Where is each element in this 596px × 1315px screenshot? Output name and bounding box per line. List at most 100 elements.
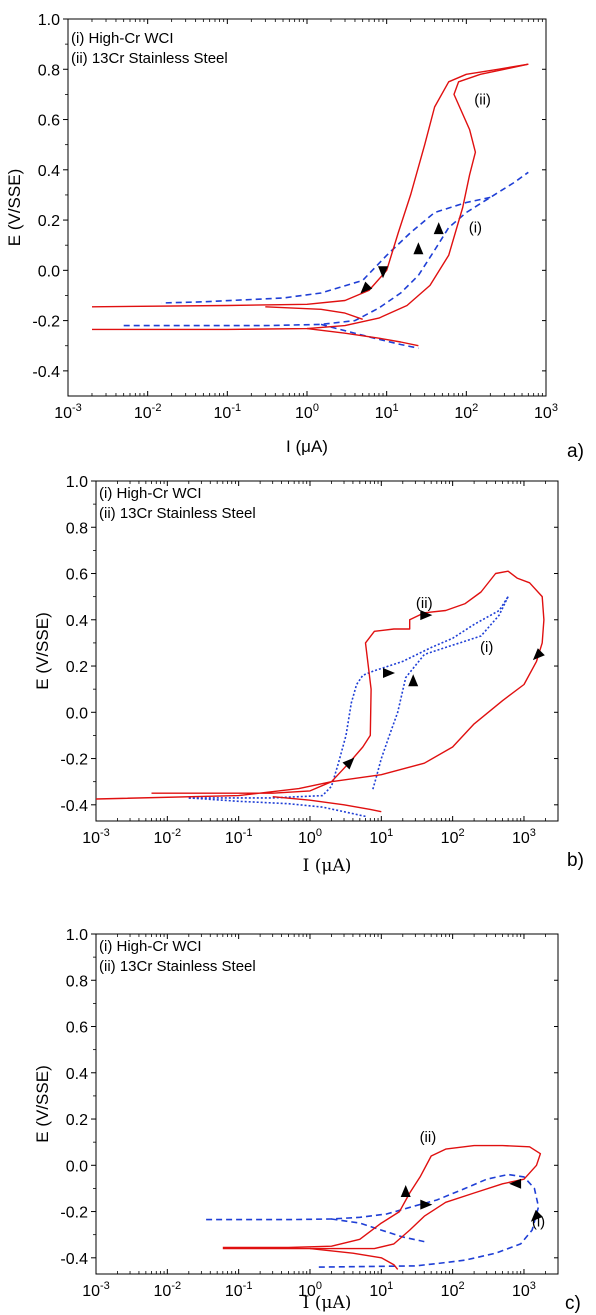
x-tick-label: 10-3 bbox=[82, 1280, 110, 1300]
direction-arrow bbox=[408, 674, 419, 687]
y-tick-label: -0.2 bbox=[60, 1205, 88, 1222]
y-tick-label: 0.0 bbox=[66, 1158, 88, 1175]
x-tick-label: 10-1 bbox=[225, 1280, 253, 1300]
y-tick-label: 0.2 bbox=[38, 213, 60, 230]
x-tick-label: 103 bbox=[512, 1280, 536, 1300]
series-label: (ii) bbox=[416, 595, 433, 612]
direction-arrow bbox=[360, 281, 373, 294]
y-tick-label: 0.8 bbox=[66, 520, 88, 537]
direction-arrow bbox=[400, 1185, 411, 1197]
direction-arrow bbox=[532, 648, 545, 661]
y-tick-label: -0.2 bbox=[32, 314, 60, 331]
series-group bbox=[206, 1144, 542, 1270]
direction-arrow bbox=[342, 757, 355, 770]
x-tick-label: 100 bbox=[298, 1280, 322, 1300]
series-line bbox=[206, 1173, 540, 1268]
y-tick-label: -0.4 bbox=[60, 1251, 88, 1268]
legend-entry: (i) High-Cr WCI bbox=[99, 485, 202, 502]
series-line bbox=[331, 1218, 425, 1243]
x-tick-label: 103 bbox=[534, 402, 558, 422]
y-tick-label: -0.2 bbox=[60, 752, 88, 769]
panel-label: a) bbox=[567, 441, 584, 462]
y-axis-label: E (V/SSE) bbox=[5, 169, 24, 246]
plot-frame bbox=[95, 480, 559, 822]
series-group bbox=[91, 63, 529, 349]
y-tick-label: 0.8 bbox=[66, 973, 88, 990]
series-line bbox=[188, 797, 366, 818]
y-tick-label: 0.8 bbox=[38, 62, 60, 79]
y-tick-label: 0.2 bbox=[66, 1112, 88, 1129]
series-label: (i) bbox=[480, 639, 493, 656]
x-tick-label: 103 bbox=[512, 827, 536, 847]
series-line bbox=[371, 596, 509, 792]
y-tick-label: 0.0 bbox=[66, 705, 88, 722]
x-tick-label: 102 bbox=[454, 402, 478, 422]
y-tick-label: 0.6 bbox=[66, 567, 88, 584]
x-tick-label: 100 bbox=[298, 827, 322, 847]
legend-entry: (ii) 13Cr Stainless Steel bbox=[99, 505, 256, 522]
x-tick-label: 101 bbox=[369, 827, 393, 847]
series-label: (ii) bbox=[420, 1129, 437, 1146]
direction-arrow bbox=[420, 610, 433, 621]
x-tick-label: 10-2 bbox=[154, 827, 182, 847]
x-tick-label: 10-3 bbox=[54, 402, 82, 422]
series-line bbox=[265, 306, 363, 320]
y-tick-label: 1.0 bbox=[66, 474, 88, 491]
direction-arrow bbox=[420, 1199, 433, 1210]
legend-entry: (i) High-Cr WCI bbox=[99, 938, 202, 955]
y-tick-label: 0.6 bbox=[66, 1020, 88, 1037]
chart-panel-2: 10-3 10-2 10-1 100 101 102 103 -0.4 -0.2 0.0 0.2 0.… bbox=[33, 474, 584, 876]
chart-panel-1: 10-3 10-2 10-1 100 101 102 103 -0.4 -0.2 0.0 0.2 0.… bbox=[5, 12, 584, 462]
y-tick-label: 0.6 bbox=[38, 113, 60, 130]
series-label: (i) bbox=[469, 220, 482, 237]
series-line bbox=[91, 63, 529, 308]
panel-label: c) bbox=[565, 1293, 581, 1314]
direction-arrow bbox=[509, 1178, 522, 1189]
direction-arrow bbox=[383, 668, 395, 678]
y-tick-label: 0.0 bbox=[38, 263, 60, 280]
series-line bbox=[222, 1144, 542, 1250]
x-tick-label: 10-2 bbox=[134, 402, 162, 422]
y-tick-label: -0.4 bbox=[32, 364, 60, 381]
y-tick-label: 0.4 bbox=[66, 613, 88, 630]
y-tick-label: 1.0 bbox=[38, 12, 60, 29]
x-tick-label: 10-1 bbox=[225, 827, 253, 847]
series-line bbox=[309, 1247, 399, 1270]
y-axis-label: E (V/SSE) bbox=[33, 612, 52, 689]
series-line bbox=[161, 196, 491, 304]
chart-panel-3: 10-3 10-2 10-1 100 101 102 103 -0.4 -0.2 0.0 0.2 0.… bbox=[33, 927, 581, 1314]
x-tick-label: 100 bbox=[295, 402, 319, 422]
x-tick-label: 101 bbox=[375, 402, 399, 422]
series-group bbox=[96, 570, 545, 818]
series-line bbox=[306, 327, 419, 347]
y-tick-label: 0.4 bbox=[38, 163, 60, 180]
y-tick-label: 1.0 bbox=[66, 927, 88, 944]
x-tick-label: 10-3 bbox=[82, 827, 110, 847]
y-tick-label: 0.2 bbox=[66, 659, 88, 676]
direction-arrow bbox=[378, 266, 388, 279]
x-axis-label: I (μA) bbox=[303, 1293, 352, 1313]
x-tick-label: 10-2 bbox=[154, 1280, 182, 1300]
x-tick-label: 102 bbox=[441, 1280, 465, 1300]
x-axis-label: I (μA) bbox=[303, 856, 352, 876]
series-label: (ii) bbox=[474, 91, 491, 108]
y-axis-label: E (V/SSE) bbox=[33, 1065, 52, 1142]
panel-label: b) bbox=[567, 850, 584, 871]
legend-entry: (ii) 13Cr Stainless Steel bbox=[99, 958, 256, 975]
x-tick-label: 102 bbox=[441, 827, 465, 847]
direction-arrow bbox=[530, 1209, 543, 1222]
plot-frame bbox=[95, 933, 559, 1275]
series-line bbox=[272, 796, 382, 813]
direction-arrow bbox=[433, 222, 444, 235]
series-line bbox=[96, 570, 545, 800]
series-line bbox=[188, 596, 509, 799]
legend-entry: (i) High-Cr WCI bbox=[71, 30, 174, 47]
y-tick-label: 0.4 bbox=[66, 1066, 88, 1083]
legend-entry: (ii) 13Cr Stainless Steel bbox=[71, 50, 228, 67]
y-tick-label: -0.4 bbox=[60, 798, 88, 815]
x-axis-label: I (μA) bbox=[286, 437, 328, 456]
x-tick-label: 10-1 bbox=[214, 402, 242, 422]
plot-frame bbox=[67, 18, 547, 397]
direction-arrow bbox=[413, 242, 424, 255]
